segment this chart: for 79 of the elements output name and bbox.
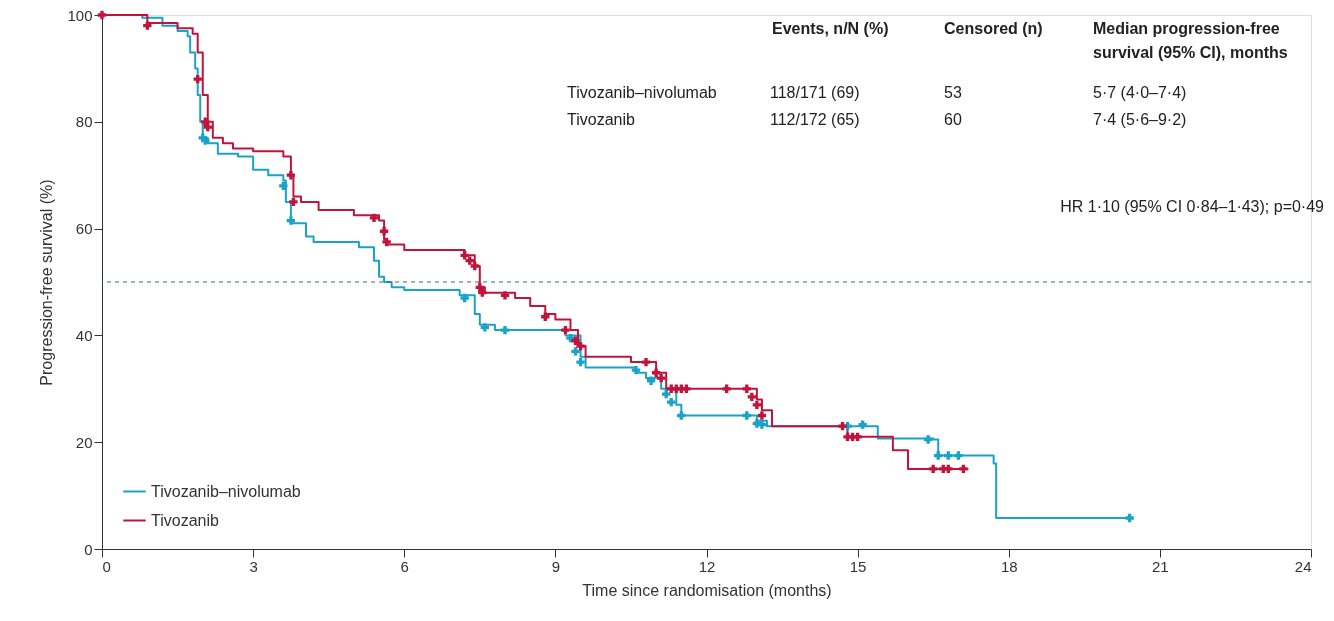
point — [944, 451, 953, 460]
point — [500, 291, 510, 300]
point — [646, 376, 656, 385]
point — [944, 464, 953, 474]
point — [959, 464, 968, 474]
annotation: 112/172 (65) — [770, 111, 860, 128]
point — [478, 288, 487, 297]
legend-label: Tivozanib — [151, 511, 219, 529]
point — [641, 357, 651, 367]
point — [576, 357, 585, 367]
point — [722, 384, 731, 393]
point — [923, 435, 933, 444]
point — [853, 432, 862, 442]
point — [500, 325, 510, 335]
point — [382, 237, 391, 247]
point — [682, 384, 691, 393]
point — [279, 181, 288, 191]
x-tick-label: 18 — [1000, 557, 1018, 575]
point — [289, 197, 298, 207]
point — [752, 400, 762, 409]
annotation: Median progression-free survival (95% CI), months — [1093, 20, 1288, 61]
x-tick-label: 0 — [102, 557, 111, 575]
point — [757, 420, 767, 429]
point — [193, 74, 202, 84]
annotation: 7·4 (5·6–9·2) — [1093, 111, 1187, 128]
point — [480, 323, 490, 332]
point — [662, 389, 671, 399]
point — [651, 368, 661, 377]
point — [838, 422, 847, 431]
point — [369, 213, 379, 223]
point — [561, 325, 570, 335]
point — [677, 411, 686, 420]
x-tick-label: 6 — [400, 557, 409, 575]
annotation: 5·7 (4·0–7·4) — [1093, 84, 1187, 101]
point — [571, 347, 580, 356]
point — [465, 256, 474, 265]
y-tick-label: 20 — [75, 433, 93, 451]
x-tick-label: 9 — [551, 557, 561, 575]
point — [757, 411, 767, 420]
x-axis-title: Time since randomisation (months) — [582, 581, 832, 599]
point — [286, 171, 296, 180]
point — [747, 392, 757, 401]
point — [954, 451, 963, 460]
y-tick-label: 40 — [75, 326, 93, 344]
point — [934, 451, 943, 460]
annotation: Censored (n) — [944, 20, 1043, 37]
y-tick-label: 0 — [84, 540, 93, 558]
annotation: Tivozanib–nivolumab — [567, 84, 717, 101]
x-tick-label: 3 — [249, 557, 258, 575]
point — [667, 397, 676, 407]
x-tick-label: 24 — [1294, 557, 1312, 575]
point — [742, 411, 751, 420]
annotation: HR 1·10 (95% CI 0·84–1·43); p=0·49 — [1060, 198, 1325, 215]
point — [203, 122, 212, 132]
annotation: 53 — [944, 84, 962, 101]
annotation: 118/171 (69) — [770, 84, 860, 101]
x-tick-label: 15 — [849, 557, 867, 575]
point — [858, 420, 867, 429]
point — [631, 365, 641, 375]
point — [656, 373, 666, 383]
annotation: Tivozanib — [567, 111, 635, 128]
y-tick-label: 100 — [67, 6, 93, 24]
annotation: 60 — [944, 111, 962, 128]
point — [929, 464, 938, 474]
y-tick-label: 80 — [75, 113, 93, 131]
point — [1125, 513, 1134, 523]
point — [143, 21, 152, 30]
point — [470, 261, 479, 271]
x-tick-label: 12 — [698, 557, 716, 575]
annotation: Events, n/N (%) — [772, 20, 889, 37]
point — [286, 216, 296, 225]
point — [576, 341, 585, 351]
y-tick-label: 60 — [75, 220, 93, 238]
point — [460, 293, 469, 303]
point — [379, 227, 389, 236]
x-tick-label: 21 — [1152, 557, 1169, 575]
y-axis-title: Progression-free survival (%) — [38, 179, 56, 386]
point — [571, 336, 580, 345]
legend-label: Tivozanib–nivolumab — [151, 482, 301, 500]
